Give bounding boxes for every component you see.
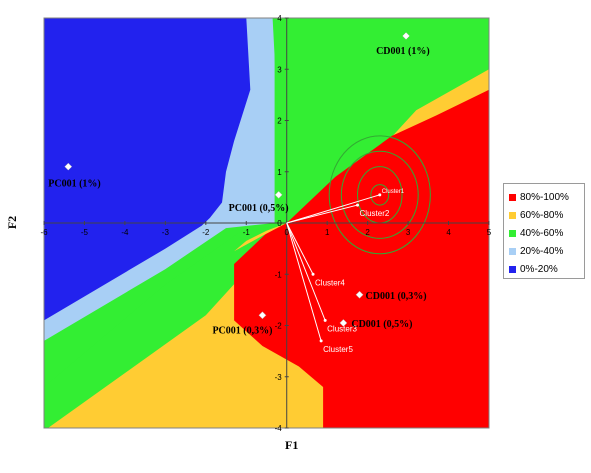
x-tick-label: -1 bbox=[243, 228, 251, 237]
x-tick-label: -2 bbox=[202, 228, 210, 237]
y-tick-label: -1 bbox=[275, 270, 283, 279]
point-label: CD001 (1%) bbox=[376, 46, 430, 57]
contour-lines bbox=[328, 135, 431, 255]
legend-swatch bbox=[509, 193, 516, 201]
cluster-vector bbox=[286, 204, 358, 224]
diamond-marker bbox=[339, 319, 348, 327]
cluster-vector bbox=[286, 222, 314, 275]
x-tick-label: -3 bbox=[162, 228, 170, 237]
x-tick-label: 5 bbox=[487, 228, 492, 237]
data-points: CD001 (1%) PC001 (1%) PC001 (0,5%) CD001 (0… bbox=[48, 32, 430, 336]
contour-3 bbox=[328, 135, 431, 255]
point-label: PC001 (0,5%) bbox=[229, 203, 289, 214]
cluster-label: Cluster5 bbox=[323, 345, 353, 354]
region-2 bbox=[44, 223, 287, 428]
probability-regions bbox=[44, 18, 489, 429]
diamond-marker bbox=[258, 311, 267, 320]
diamond-marker bbox=[274, 190, 283, 199]
contour-0 bbox=[370, 184, 390, 206]
cluster-point bbox=[319, 339, 323, 343]
legend-swatch bbox=[509, 265, 516, 273]
legend-swatch bbox=[509, 247, 516, 255]
point-label: PC001 (0,3%) bbox=[212, 325, 272, 336]
legend-label: 20%-40% bbox=[520, 245, 564, 257]
x-axis-title: F1 bbox=[285, 438, 299, 452]
diamond-marker bbox=[402, 32, 410, 40]
contour-2 bbox=[340, 150, 419, 239]
cluster-point bbox=[311, 272, 315, 276]
legend-item: 80%-100% bbox=[509, 188, 584, 206]
legend: 80%-100% 60%-80% 40%-60% 20%-40% 0%-20% bbox=[503, 183, 585, 279]
legend-swatch bbox=[509, 211, 516, 219]
x-tick-label: 3 bbox=[406, 228, 411, 237]
y-tick-label: -3 bbox=[275, 373, 283, 382]
region-4 bbox=[44, 18, 251, 321]
x-tick-label: 4 bbox=[446, 228, 451, 237]
cluster-label: Cluster3 bbox=[327, 324, 357, 333]
cluster-point bbox=[356, 203, 360, 207]
cluster-vector bbox=[286, 222, 322, 342]
x-tick-label: -5 bbox=[81, 228, 89, 237]
y-tick-label: 1 bbox=[277, 168, 282, 177]
cluster-label: Cluster2 bbox=[360, 209, 390, 218]
legend-label: 40%-60% bbox=[520, 227, 564, 239]
y-tick-label: 0 bbox=[277, 219, 282, 228]
axes: -6 -5 -4 -3 -2 -1 0 1 2 3 4 5 -4 -3 -2 -1 0 1 2 3 4 bbox=[40, 14, 491, 433]
x-tick-label: 0 bbox=[285, 228, 290, 237]
y-tick-label: -2 bbox=[275, 322, 283, 331]
cluster-vector bbox=[286, 194, 380, 224]
y-tick-label: -4 bbox=[275, 424, 283, 433]
region-6 bbox=[234, 89, 489, 429]
region-5 bbox=[272, 18, 489, 218]
diamond-marker bbox=[355, 290, 364, 299]
legend-item: 40%-60% bbox=[509, 224, 584, 242]
point-label: CD001 (0,3%) bbox=[366, 291, 427, 302]
y-tick-label: 3 bbox=[277, 65, 282, 74]
x-tick-label: -4 bbox=[121, 228, 129, 237]
legend-label: 60%-80% bbox=[520, 209, 564, 221]
cluster-vectors: Cluster1 Cluster2 Cluster4 Cluster3 Cluster5 bbox=[286, 189, 405, 354]
legend-label: 0%-20% bbox=[520, 263, 558, 275]
cluster-label: Cluster1 bbox=[382, 189, 405, 195]
point-label: CD001 (0,5%) bbox=[351, 319, 412, 330]
y-tick-label: 4 bbox=[277, 14, 282, 23]
cluster-point bbox=[323, 318, 327, 322]
cluster-label: Cluster4 bbox=[315, 278, 345, 287]
x-tick-label: -6 bbox=[40, 228, 48, 237]
legend-item: 60%-80% bbox=[509, 206, 584, 224]
cluster-point bbox=[378, 193, 382, 197]
y-tick-label: 2 bbox=[277, 117, 282, 126]
cluster-vector bbox=[286, 222, 326, 321]
x-tick-label: 1 bbox=[325, 228, 330, 237]
diamond-marker bbox=[64, 162, 73, 171]
legend-item: 0%-20% bbox=[509, 260, 584, 278]
legend-item: 20%-40% bbox=[509, 242, 584, 260]
y-axis-title: F2 bbox=[5, 215, 20, 230]
legend-label: 80%-100% bbox=[520, 191, 569, 203]
legend-swatch bbox=[509, 229, 516, 237]
point-label: PC001 (1%) bbox=[48, 179, 101, 190]
x-tick-label: 2 bbox=[365, 228, 370, 237]
